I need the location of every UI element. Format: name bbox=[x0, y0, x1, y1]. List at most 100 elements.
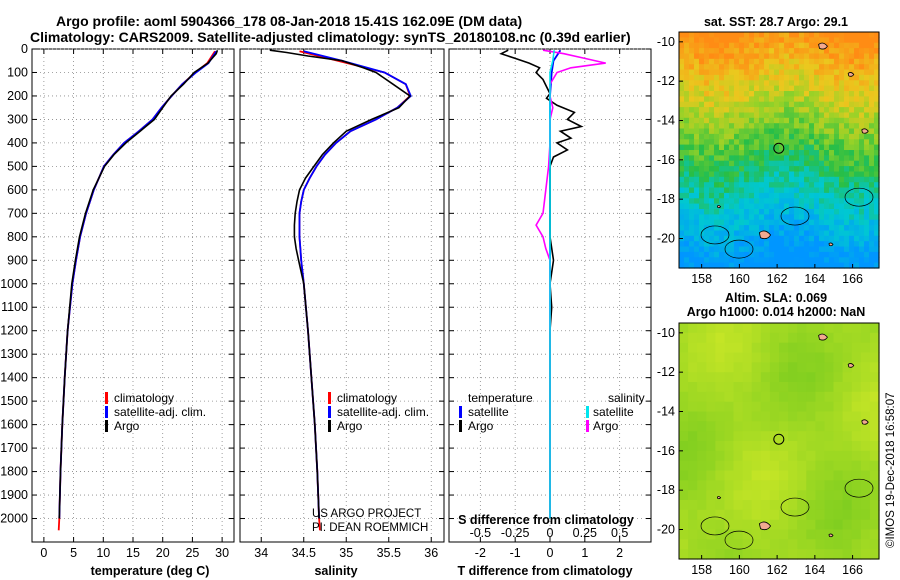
heatmap-cell bbox=[869, 101, 875, 108]
legend-argo: Argo bbox=[114, 419, 140, 433]
heatmap-cell bbox=[724, 187, 730, 194]
heatmap-cell bbox=[709, 69, 715, 76]
heatmap-cell bbox=[874, 64, 880, 71]
heatmap-cell bbox=[714, 139, 720, 146]
heatmap-cell bbox=[797, 470, 807, 481]
heatmap-cell bbox=[859, 155, 865, 162]
heatmap-cell bbox=[699, 241, 705, 248]
heatmap-cell bbox=[684, 107, 690, 114]
heatmap-cell bbox=[704, 48, 710, 55]
heatmap-cell bbox=[760, 460, 771, 472]
heatmap-cell bbox=[751, 323, 762, 334]
x-tick-label: 25 bbox=[185, 546, 199, 560]
heatmap-cell bbox=[797, 490, 807, 501]
heatmap-cell bbox=[874, 74, 880, 81]
heatmap-cell bbox=[751, 342, 762, 354]
heatmap-cell bbox=[833, 519, 844, 531]
y-tick-label: 1200 bbox=[0, 324, 28, 338]
heatmap-cell bbox=[806, 372, 816, 383]
heatmap-cell bbox=[794, 262, 800, 269]
heatmap-cell bbox=[804, 235, 810, 242]
heatmap-cell bbox=[751, 529, 762, 540]
heatmap-cell bbox=[844, 139, 850, 146]
heatmap-cell bbox=[839, 96, 845, 103]
heatmap-cell bbox=[739, 198, 745, 205]
bathymetry-contour bbox=[780, 206, 810, 226]
heatmap-cell bbox=[809, 96, 815, 103]
heatmap-cell bbox=[779, 166, 785, 173]
heatmap-cell bbox=[759, 144, 765, 151]
heatmap-cell bbox=[749, 128, 755, 135]
heatmap-cell bbox=[789, 32, 795, 38]
heatmap-cell bbox=[714, 123, 720, 130]
heatmap-cell bbox=[797, 401, 807, 413]
heatmap-cell bbox=[751, 539, 762, 550]
heatmap-cell bbox=[864, 198, 870, 205]
heatmap-cell bbox=[774, 107, 780, 114]
heatmap-cell bbox=[824, 80, 830, 87]
heatmap-cell bbox=[733, 372, 744, 383]
heatmap-cell bbox=[851, 490, 862, 501]
heatmap-cell bbox=[815, 480, 826, 491]
heatmap-cell bbox=[804, 32, 810, 38]
legend-swatch-t-satellite bbox=[459, 406, 462, 418]
heatmap-cell bbox=[799, 262, 805, 269]
heatmap-cell bbox=[789, 144, 795, 151]
heatmap-cell bbox=[774, 42, 780, 49]
heatmap-cell bbox=[706, 539, 716, 550]
heatmap-cell bbox=[774, 139, 780, 146]
heatmap-cell bbox=[699, 37, 705, 44]
heatmap-cell bbox=[844, 123, 850, 130]
heatmap-cell bbox=[754, 198, 760, 205]
heatmap-cell bbox=[764, 257, 770, 264]
heatmap-cell bbox=[688, 421, 698, 432]
bathymetry-contour bbox=[844, 187, 874, 207]
heatmap-cell bbox=[679, 198, 685, 205]
heatmap-cell bbox=[734, 203, 740, 210]
heatmap-cell bbox=[864, 144, 870, 151]
heatmap-cell bbox=[794, 230, 800, 237]
heatmap-cell bbox=[824, 332, 835, 344]
heatmap-cell bbox=[769, 176, 775, 183]
heatmap-cell bbox=[769, 166, 775, 173]
heatmap-cell bbox=[719, 225, 725, 232]
heatmap-cell bbox=[719, 246, 725, 253]
heatmap-cell bbox=[694, 209, 700, 215]
heatmap-cell bbox=[694, 80, 700, 87]
heatmap-cell bbox=[799, 176, 805, 183]
heatmap-cell bbox=[688, 372, 698, 383]
heatmap-cell bbox=[789, 91, 795, 97]
heatmap-cell bbox=[751, 441, 762, 452]
heatmap-cell bbox=[684, 96, 690, 103]
difference-s-xlabel: S difference from climatology bbox=[458, 513, 634, 527]
heatmap-cell bbox=[842, 431, 853, 442]
heatmap-cell bbox=[739, 42, 745, 49]
x-tick-label: 0 bbox=[547, 546, 554, 560]
heatmap-cell bbox=[774, 123, 780, 130]
heatmap-cell bbox=[697, 500, 707, 511]
heatmap-cell bbox=[851, 401, 862, 413]
heatmap-cell bbox=[834, 225, 840, 232]
heatmap-cell bbox=[814, 192, 820, 199]
legend-s-satellite: satellite bbox=[593, 405, 634, 419]
heatmap-cell bbox=[729, 230, 735, 237]
heatmap-cell bbox=[869, 117, 875, 124]
heatmap-cell bbox=[839, 48, 845, 55]
heatmap-cell bbox=[729, 160, 735, 167]
heatmap-cell bbox=[851, 539, 862, 550]
heatmap-cell bbox=[684, 80, 690, 87]
heatmap-cell bbox=[744, 74, 750, 81]
heatmap-cell bbox=[744, 133, 750, 140]
heatmap-cell bbox=[789, 171, 795, 178]
heatmap-cell bbox=[849, 107, 855, 114]
heatmap-cell bbox=[684, 101, 690, 108]
heatmap-cell bbox=[733, 519, 744, 531]
heatmap-cell bbox=[704, 251, 710, 258]
heatmap-cell bbox=[833, 391, 844, 403]
heatmap-cell bbox=[694, 225, 700, 232]
heatmap-cell bbox=[724, 101, 730, 108]
heatmap-cell bbox=[864, 230, 870, 237]
x-tick-label: 164 bbox=[804, 272, 825, 286]
heatmap-cell bbox=[739, 112, 745, 119]
heatmap-cell bbox=[704, 241, 710, 248]
